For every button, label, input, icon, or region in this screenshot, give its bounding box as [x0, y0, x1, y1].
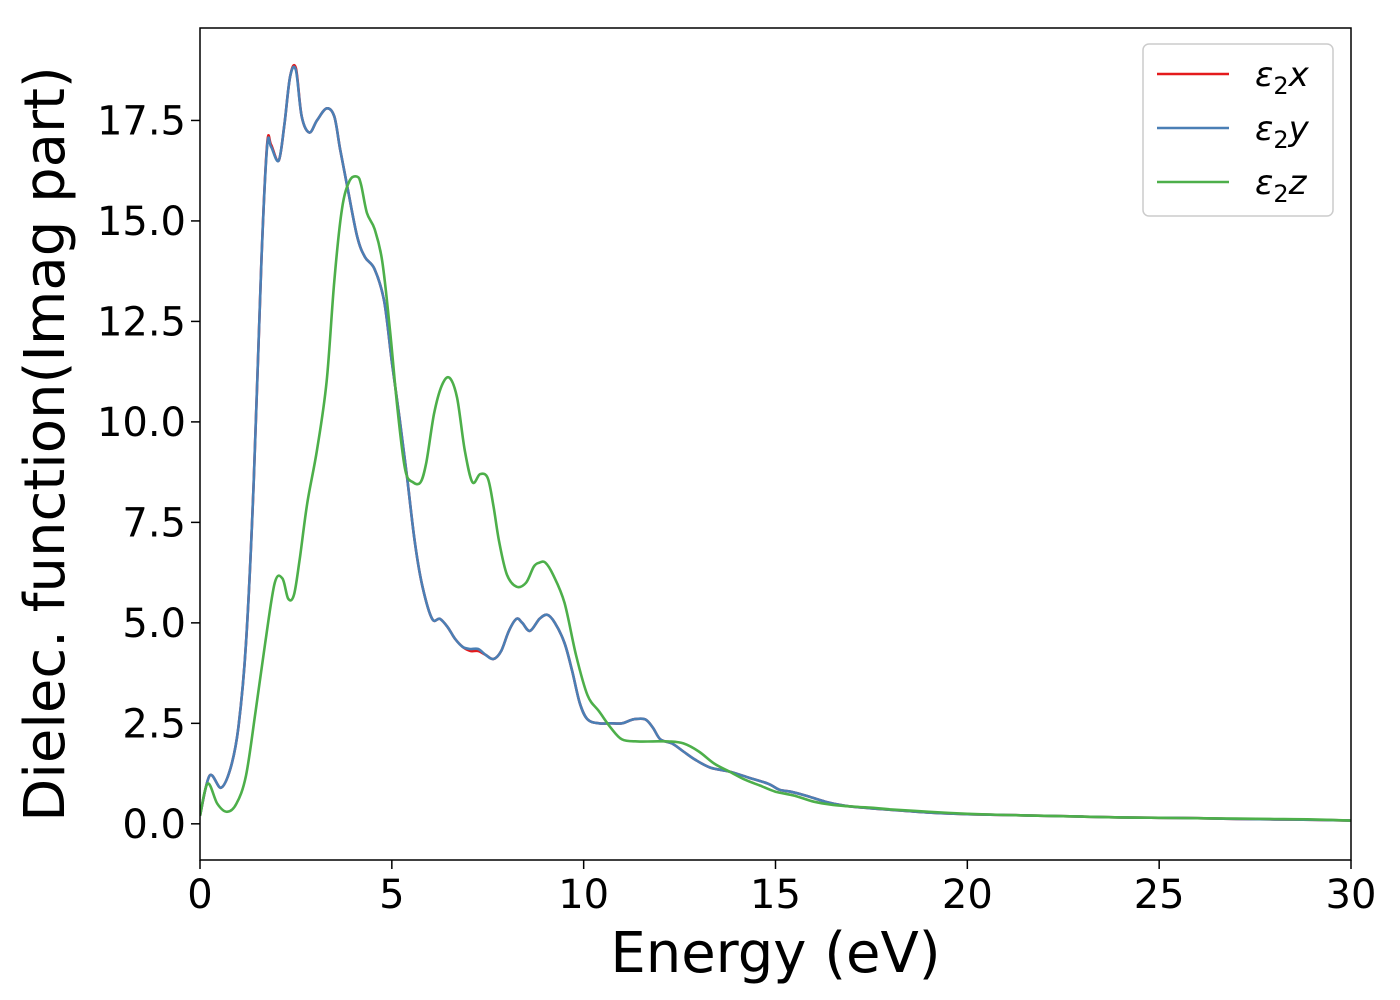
x-tick-label: 25 [1134, 872, 1185, 918]
x-tick-label: 30 [1326, 872, 1377, 918]
y-tick-label: 12.5 [97, 299, 186, 345]
legend-entry-z: ε2z [1255, 163, 1308, 208]
legend: ε2x ε2y ε2z [1142, 43, 1334, 217]
legend-entry-x: ε2x [1255, 55, 1310, 100]
y-tick-label: 15.0 [97, 199, 186, 245]
y-tick-label: 5.0 [122, 601, 186, 647]
y-tick-label: 0.0 [122, 802, 186, 848]
y-axis-ticks: 0.0 2.5 5.0 7.5 10.0 12.5 15.0 17.5 [97, 98, 200, 848]
legend-box [1142, 43, 1334, 217]
x-axis-label: Energy (eV) [610, 921, 940, 986]
x-axis-ticks: 0 5 10 15 20 25 30 [187, 860, 1376, 918]
x-tick-label: 5 [379, 872, 404, 918]
x-tick-label: 15 [750, 872, 801, 918]
y-tick-label: 7.5 [122, 500, 186, 546]
legend-entry-y: ε2y [1255, 109, 1310, 154]
y-tick-label: 10.0 [97, 400, 186, 446]
y-tick-label: 2.5 [122, 701, 186, 747]
x-tick-label: 10 [558, 872, 609, 918]
y-tick-label: 17.5 [97, 98, 186, 144]
series-line-z [200, 174, 1351, 822]
y-axis-label: Dielec. function(Imag part) [13, 66, 78, 822]
x-tick-label: 0 [187, 872, 212, 918]
x-tick-label: 20 [942, 872, 993, 918]
series-layer [200, 64, 1351, 822]
